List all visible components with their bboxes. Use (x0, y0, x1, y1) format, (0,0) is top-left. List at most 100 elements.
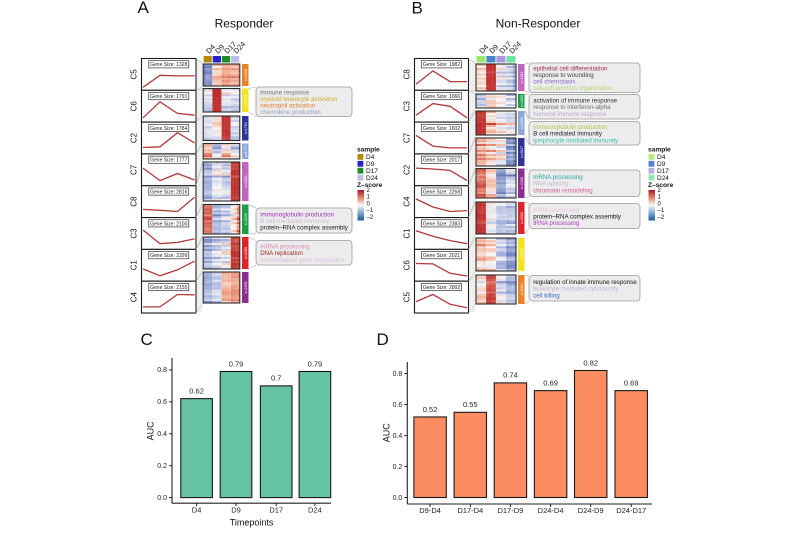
svg-text:s=1066: s=1066 (520, 95, 524, 107)
svg-text:Z–score: Z–score (357, 182, 383, 189)
svg-text:mRNA processing: mRNA processing (533, 174, 583, 181)
svg-text:D4: D4 (657, 154, 666, 161)
svg-text:Gene Size: 1791: Gene Size: 1791 (150, 94, 187, 100)
svg-text:B: B (412, 0, 423, 18)
svg-text:immunoglobulin production: immunoglobulin production (533, 124, 608, 131)
svg-text:0.79: 0.79 (229, 359, 244, 368)
svg-text:myeloid leukocyte activation: myeloid leukocyte activation (260, 96, 338, 103)
svg-text:cell chemotaxis: cell chemotaxis (533, 78, 575, 85)
svg-text:D24: D24 (366, 175, 378, 182)
svg-text:chemokine production: chemokine production (260, 109, 321, 116)
svg-text:s=2155: s=2155 (244, 282, 248, 294)
svg-text:Gene Size: 2155: Gene Size: 2155 (150, 285, 187, 291)
svg-text:C2: C2 (402, 164, 411, 175)
svg-text:B cell mediated immunity: B cell mediated immunity (260, 218, 330, 225)
svg-text:immunoglobulin production: immunoglobulin production (260, 211, 335, 218)
svg-text:–2: –2 (367, 215, 374, 221)
svg-text:s=1777: s=1777 (244, 145, 248, 157)
svg-text:0.74: 0.74 (503, 371, 518, 380)
svg-text:C4: C4 (129, 291, 138, 302)
svg-text:D4: D4 (192, 506, 202, 515)
svg-text:–1: –1 (658, 208, 665, 214)
svg-text:0.82: 0.82 (583, 358, 598, 367)
svg-text:s=2383: s=2383 (520, 212, 524, 224)
svg-text:lymphocyte mediated immunity: lymphocyte mediated immunity (533, 137, 619, 144)
svg-text:C3: C3 (402, 101, 411, 112)
svg-text:–2: –2 (658, 215, 665, 221)
svg-text:s=1791: s=1791 (244, 94, 248, 106)
svg-text:C8: C8 (129, 196, 138, 207)
svg-text:0.0: 0.0 (393, 495, 403, 502)
svg-text:Timepoints: Timepoints (230, 518, 274, 528)
svg-text:rRNA processing: rRNA processing (533, 207, 580, 214)
svg-text:mRNA processing: mRNA processing (260, 244, 310, 251)
svg-text:0.4: 0.4 (157, 431, 167, 438)
svg-text:C8: C8 (402, 69, 411, 80)
svg-text:D17-D9: D17-D9 (497, 506, 523, 515)
svg-text:Gene Size: 2021: Gene Size: 2021 (423, 253, 460, 259)
svg-text:C3: C3 (129, 228, 138, 239)
svg-text:0.0: 0.0 (157, 495, 167, 502)
svg-text:C6: C6 (129, 101, 138, 112)
svg-text:protein–RNA complex assembly: protein–RNA complex assembly (533, 213, 622, 220)
svg-text:C5: C5 (129, 69, 138, 80)
svg-text:humoral immune response: humoral immune response (533, 111, 607, 118)
svg-text:D24: D24 (657, 175, 669, 182)
svg-text:Non-Responder: Non-Responder (496, 17, 581, 31)
svg-text:cell killing: cell killing (533, 292, 560, 299)
svg-text:D24-D9: D24-D9 (578, 506, 604, 515)
svg-text:AUC: AUC (382, 423, 392, 443)
svg-text:0.69: 0.69 (543, 378, 558, 387)
svg-text:0.7: 0.7 (271, 374, 281, 383)
svg-text:0.6: 0.6 (157, 399, 167, 406)
svg-text:D9: D9 (231, 506, 241, 515)
svg-text:response to interferon-alpha: response to interferon-alpha (533, 104, 611, 111)
svg-text:Gene Size: 2383: Gene Size: 2383 (423, 221, 460, 227)
svg-text:s=1784: s=1784 (244, 122, 248, 134)
svg-text:D4: D4 (366, 154, 375, 161)
svg-text:AUC: AUC (146, 421, 156, 441)
svg-text:0.55: 0.55 (463, 400, 478, 409)
svg-text:D17: D17 (657, 168, 669, 175)
svg-text:Gene Size: 2816: Gene Size: 2816 (150, 189, 187, 195)
svg-text:0.79: 0.79 (308, 359, 323, 368)
svg-text:2: 2 (658, 188, 662, 194)
svg-text:D17: D17 (269, 506, 283, 515)
svg-text:C6: C6 (402, 260, 411, 271)
svg-text:D17: D17 (366, 168, 378, 175)
svg-text:leukocyte mediated cytotoxicit: leukocyte mediated cytotoxicity (533, 286, 619, 293)
svg-text:s=2299: s=2299 (244, 247, 248, 259)
svg-text:cell-cell junction organizatio: cell-cell junction organization (533, 85, 613, 92)
svg-text:s=2100: s=2100 (244, 213, 248, 225)
svg-text:0.2: 0.2 (393, 464, 403, 471)
svg-text:0.8: 0.8 (393, 371, 403, 378)
svg-text:RNA splicing: RNA splicing (533, 181, 569, 188)
svg-text:1: 1 (367, 195, 371, 201)
svg-text:Z–score: Z–score (648, 182, 674, 189)
svg-text:neutrophil activation: neutrophil activation (260, 102, 316, 109)
svg-text:0.2: 0.2 (157, 463, 167, 470)
svg-text:response to wounding: response to wounding (533, 72, 594, 79)
svg-text:D9: D9 (366, 161, 375, 168)
svg-text:0.6: 0.6 (393, 402, 403, 409)
svg-text:s=1328: s=1328 (244, 69, 248, 81)
svg-text:D24-D17: D24-D17 (616, 506, 646, 515)
svg-text:0.62: 0.62 (189, 386, 204, 395)
svg-text:s=2816: s=2816 (244, 176, 248, 188)
svg-text:–1: –1 (367, 208, 374, 214)
svg-text:D9: D9 (657, 161, 666, 168)
svg-text:0: 0 (658, 201, 662, 207)
svg-text:Gene Size: 1328: Gene Size: 1328 (150, 62, 187, 68)
svg-text:Gene Size: 1982: Gene Size: 1982 (423, 62, 460, 68)
svg-text:Responder: Responder (215, 17, 274, 31)
svg-text:C5: C5 (402, 291, 411, 302)
svg-text:C1: C1 (129, 260, 138, 271)
svg-text:D24: D24 (308, 506, 322, 515)
svg-text:Gene Size: 1784: Gene Size: 1784 (150, 126, 187, 132)
svg-text:C2: C2 (129, 132, 138, 143)
svg-text:D17-D4: D17-D4 (457, 506, 483, 515)
svg-text:D24-D4: D24-D4 (538, 506, 564, 515)
svg-text:2: 2 (367, 188, 371, 194)
svg-text:C7: C7 (129, 164, 138, 175)
svg-text:s=2021: s=2021 (520, 249, 524, 261)
